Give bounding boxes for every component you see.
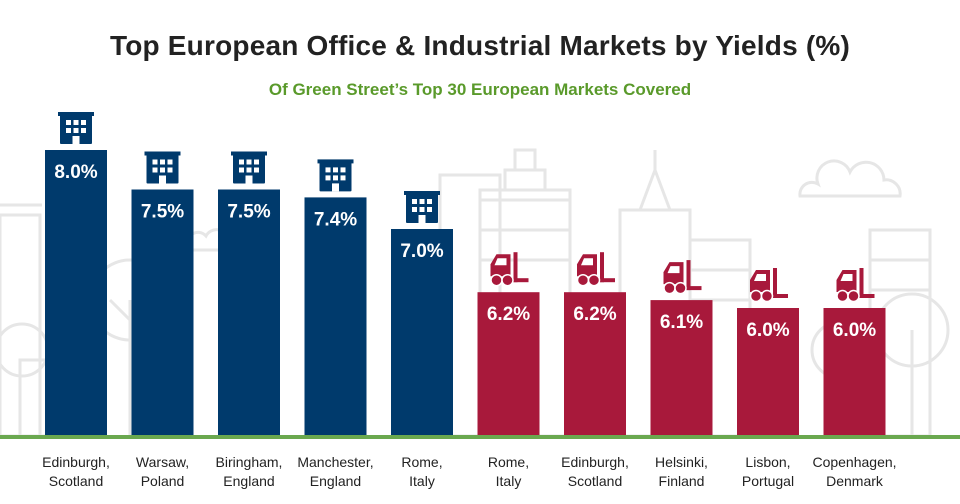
bar-value-label: 6.1% (660, 312, 703, 333)
building-icon (144, 151, 181, 184)
bar-value-label: 7.0% (400, 241, 443, 262)
category-label: Warsaw, Poland (136, 454, 189, 489)
bar-office (131, 189, 194, 435)
bar-value-label: 6.0% (746, 320, 789, 341)
bar-value-label: 7.5% (227, 202, 270, 223)
bar-industrial (477, 292, 540, 435)
building-icon (317, 159, 354, 192)
bar-industrial (737, 308, 799, 435)
forklift-icon (836, 268, 875, 303)
bar-value-label: 7.4% (314, 209, 357, 230)
category-label: Rome, Italy (401, 454, 442, 489)
category-label: Biringham, England (216, 454, 283, 489)
category-label: Rome, Italy (488, 454, 529, 489)
category-label: Helsinki, Finland (655, 454, 708, 489)
chart-title: Top European Office & Industrial Markets… (110, 30, 850, 61)
category-label: Manchester, England (297, 454, 373, 489)
building-icon (404, 191, 440, 223)
bar-value-label: 6.2% (573, 304, 616, 325)
forklift-icon (490, 252, 529, 287)
building-icon (231, 151, 267, 184)
bar-industrial (823, 308, 886, 435)
building-icon (58, 112, 94, 144)
category-label: Lisbon, Portugal (742, 454, 794, 489)
bar-office (218, 189, 280, 435)
forklift-icon (576, 252, 615, 287)
bar-value-label: 8.0% (54, 162, 97, 183)
bar-office (304, 197, 367, 435)
forklift-icon (749, 268, 788, 303)
bar-value-label: 7.5% (141, 202, 184, 223)
category-label: Edinburgh, Scotland (561, 454, 629, 489)
bar-industrial (564, 292, 626, 435)
chart-subtitle: Of Green Street’s Top 30 European Market… (268, 80, 692, 99)
bar-office (391, 229, 453, 435)
bar-value-label: 6.0% (833, 320, 876, 341)
forklift-icon (663, 260, 702, 295)
bar-office (45, 150, 107, 435)
category-label: Edinburgh, Scotland (42, 454, 110, 489)
category-label: Copenhagen, Denmark (812, 454, 896, 489)
bar-industrial (650, 300, 713, 435)
bar-value-label: 6.2% (487, 304, 530, 325)
